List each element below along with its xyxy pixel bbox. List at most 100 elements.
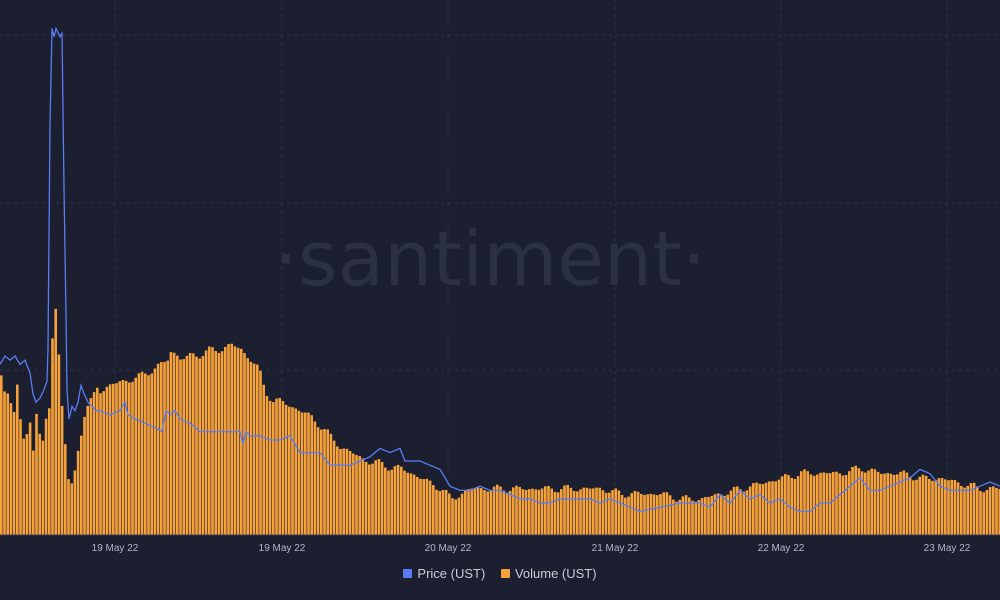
volume-bar bbox=[710, 496, 713, 535]
volume-bar bbox=[342, 448, 345, 535]
volume-bar bbox=[128, 382, 131, 535]
volume-bar bbox=[748, 486, 752, 535]
volume-bar bbox=[700, 498, 704, 535]
volume-bar bbox=[652, 494, 656, 535]
volume-bar bbox=[438, 491, 441, 535]
volume-bar bbox=[368, 464, 371, 535]
volume-bar bbox=[403, 470, 406, 535]
volume-bar bbox=[870, 468, 873, 535]
volume-bar bbox=[774, 481, 777, 535]
volume-bar bbox=[976, 486, 979, 535]
volume-bar bbox=[531, 488, 534, 535]
volume-bar bbox=[60, 405, 64, 535]
volume-bar bbox=[470, 488, 473, 535]
volume-bar bbox=[441, 489, 445, 535]
volume-bar bbox=[284, 404, 288, 535]
volume-bar bbox=[12, 411, 16, 535]
volume-bar bbox=[496, 484, 499, 535]
volume-bar bbox=[355, 455, 358, 535]
volume-bar bbox=[374, 460, 377, 535]
volume-bar bbox=[425, 478, 429, 535]
volume-bar bbox=[988, 487, 992, 535]
volume-bar bbox=[25, 434, 29, 535]
volume-bar bbox=[553, 491, 557, 535]
price-line bbox=[0, 26, 1000, 513]
volume-bar bbox=[806, 471, 809, 535]
volume-bar bbox=[307, 412, 310, 535]
volume-bar bbox=[428, 480, 432, 535]
volume-bar bbox=[444, 489, 448, 535]
volume-bar bbox=[899, 471, 902, 535]
volume-bar bbox=[22, 438, 25, 535]
legend-item-volume[interactable]: Volume (UST) bbox=[500, 566, 597, 581]
volume-bar bbox=[838, 473, 841, 535]
volume-bar bbox=[492, 486, 496, 535]
volume-bar bbox=[972, 482, 976, 535]
volume-bar bbox=[467, 489, 470, 535]
volume-bar bbox=[96, 387, 99, 535]
volume-bar bbox=[784, 474, 787, 535]
volume-bar bbox=[240, 348, 243, 535]
volume-bar bbox=[636, 491, 640, 535]
legend: Price (UST) Volume (UST) bbox=[0, 566, 1000, 581]
x-tick-label: 19 May 22 bbox=[92, 543, 139, 554]
volume-bar bbox=[422, 479, 425, 535]
volume-bar bbox=[979, 491, 982, 535]
volume-bar bbox=[624, 497, 627, 535]
volume-bar bbox=[316, 427, 320, 535]
volume-bar bbox=[777, 479, 781, 535]
volume-bar bbox=[57, 354, 61, 535]
volume-bar bbox=[681, 496, 685, 535]
volume-bar bbox=[803, 469, 806, 535]
volume-bar bbox=[147, 375, 150, 535]
volume-bar bbox=[950, 479, 953, 535]
volume-bar bbox=[915, 479, 918, 535]
volume-bar bbox=[278, 397, 281, 535]
volume-bar bbox=[716, 493, 720, 535]
volume-bar bbox=[92, 392, 96, 535]
volume-bar bbox=[76, 450, 80, 535]
volume-bar bbox=[243, 352, 246, 535]
volume-bar bbox=[752, 483, 755, 535]
volume-bar bbox=[780, 476, 784, 535]
volume-bar bbox=[227, 344, 230, 535]
volume-bar bbox=[860, 471, 864, 535]
volume-bar bbox=[659, 494, 662, 535]
volume-bar bbox=[3, 391, 6, 535]
volume-bar bbox=[291, 407, 294, 535]
volume-bar bbox=[150, 373, 153, 535]
volume-bar bbox=[99, 393, 102, 535]
legend-item-price[interactable]: Price (UST) bbox=[403, 566, 485, 581]
volume-bar bbox=[908, 477, 912, 535]
volume-bar bbox=[275, 398, 278, 535]
volume-bar bbox=[835, 471, 838, 535]
volume-bar bbox=[832, 471, 835, 535]
volume-bar bbox=[944, 479, 947, 535]
volume-bar bbox=[435, 489, 438, 535]
volume-bar bbox=[656, 495, 659, 535]
volume-bar bbox=[121, 379, 125, 535]
volume-bar bbox=[28, 422, 32, 535]
volume-bar bbox=[691, 500, 694, 535]
volume-bar bbox=[48, 408, 51, 535]
volume-bar bbox=[761, 483, 765, 535]
volume-bar bbox=[108, 384, 112, 535]
volume-bar bbox=[204, 350, 208, 535]
volume-bar bbox=[400, 466, 403, 535]
volume-bar bbox=[528, 489, 531, 535]
volume-bar bbox=[665, 492, 669, 535]
volume-bar bbox=[176, 355, 179, 535]
volume-bar bbox=[963, 487, 966, 535]
x-tick-label: 20 May 22 bbox=[425, 543, 472, 554]
volume-bar bbox=[505, 492, 509, 535]
volume-bar bbox=[896, 474, 899, 535]
volume-bar bbox=[841, 475, 845, 535]
volume-bar bbox=[560, 489, 563, 535]
volume-bar bbox=[585, 487, 589, 535]
volume-bar bbox=[323, 429, 326, 535]
volume-bar bbox=[198, 358, 201, 535]
volume-bar bbox=[288, 406, 291, 535]
volume-bar bbox=[912, 480, 915, 535]
volume-bar bbox=[688, 497, 691, 535]
volume-bar bbox=[313, 421, 317, 535]
